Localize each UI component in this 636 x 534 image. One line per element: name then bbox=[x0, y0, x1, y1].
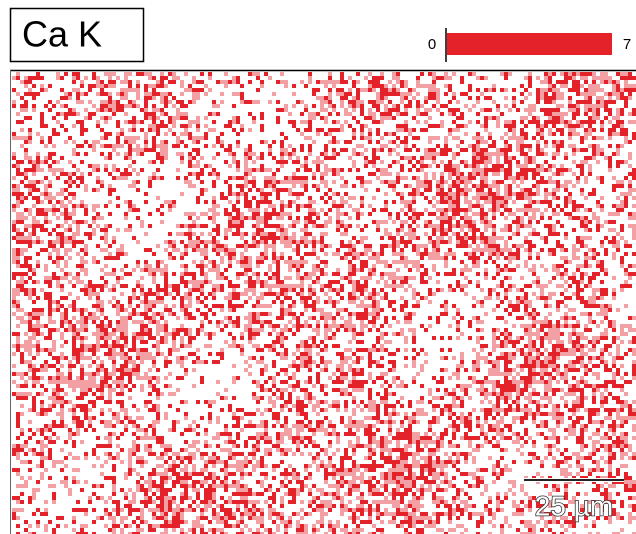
color-scale-bar bbox=[447, 33, 612, 55]
map-pixels-dark bbox=[12, 72, 636, 534]
element-label: Ca K bbox=[22, 14, 102, 55]
scale-max: 7 bbox=[623, 36, 631, 53]
label-box bbox=[9, 7, 145, 63]
element-map bbox=[12, 72, 636, 534]
scale-min: 0 bbox=[428, 36, 436, 53]
scale-bar-label: 25 µm bbox=[535, 490, 613, 521]
